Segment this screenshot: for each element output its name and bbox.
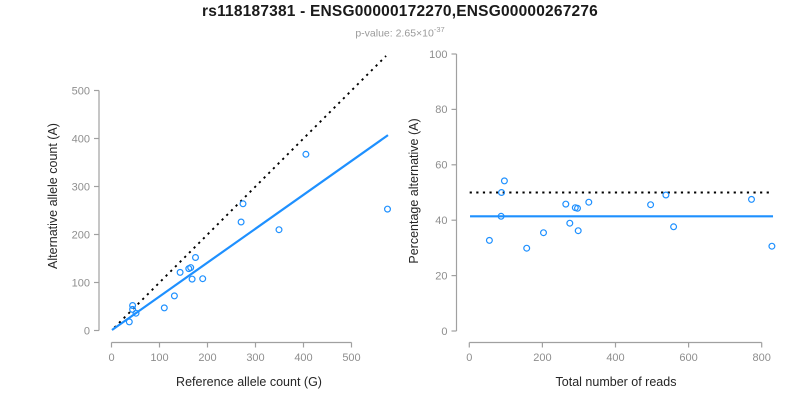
data-point [237,218,245,226]
x-tick-label: 100 [150,352,168,364]
data-point [485,236,493,244]
x-tick-label: 200 [533,352,551,364]
data-point [275,226,283,234]
y-tick-label: 400 [72,133,90,145]
data-point [187,264,195,272]
y-tick-label: 40 [435,215,447,227]
y-tick-label: 300 [72,181,90,193]
y-tick-label: 80 [435,104,447,116]
y-tick-label: 0 [441,326,447,338]
y-tick-label: 60 [435,160,447,172]
page-title: rs118187381 - ENSG00000172270,ENSG000002… [202,3,598,20]
x-tick-label: 0 [466,352,472,364]
data-point [574,227,582,235]
y-tick-label: 20 [435,270,447,282]
x-tick-label: 400 [294,352,312,364]
data-point [768,242,776,250]
x-tick-label: 300 [246,352,264,364]
x-tick-label: 600 [679,352,697,364]
data-point [176,268,184,276]
pvalue-label: p-value: [355,27,396,40]
pvalue-exponent: -37 [433,25,445,34]
x-tick-label: 800 [753,352,771,364]
identity-line [113,55,387,329]
data-point [523,244,531,252]
percentage-scatter-panel: 0 200 400 600 800 Total number of reads 0 20 40 6… [407,49,776,389]
data-point [670,223,678,231]
data-point [160,304,168,312]
y-tick-label: 100 [429,49,447,61]
data-point [662,191,670,199]
x-axis-title: Reference allele count (G) [176,375,322,389]
x-tick-label: 500 [342,352,360,364]
data-point [384,205,392,213]
data-point [539,229,547,237]
y-axis-title: Percentage alternative (A) [407,118,421,263]
data-point [566,219,574,227]
y-tick-label: 0 [84,325,90,337]
y-axis-title: Alternative allele count (A) [46,123,60,269]
data-point [125,318,133,326]
data-point [199,275,207,283]
x-axis-title: Total number of reads [556,375,677,389]
data-point [129,305,137,313]
x-tick-label: 0 [108,352,114,364]
fit-line [111,134,389,331]
data-point [132,309,140,317]
data-point [647,201,655,209]
data-point [302,150,310,158]
data-point [498,189,506,197]
y-tick-label: 200 [72,229,90,241]
data-point [239,200,247,208]
data-point [129,302,137,310]
data-point [585,198,593,206]
x-tick-label: 200 [198,352,216,364]
data-point [747,195,755,203]
subtitle-pvalue: p-value: 2.65×10-37 [0,23,800,40]
data-point [170,292,178,300]
data-point [573,204,581,212]
allele-count-scatter-panel: 0 100 200 300 400 500 Reference allele count (… [46,55,392,389]
x-tick-label: 400 [606,352,624,364]
y-tick-label: 100 [72,277,90,289]
pvalue-mantissa: 2.65×10 [395,27,434,40]
data-point [500,177,508,185]
y-tick-label: 500 [72,85,90,97]
data-point [188,275,196,283]
data-point [192,254,200,262]
data-point [562,200,570,208]
data-point [497,212,505,220]
